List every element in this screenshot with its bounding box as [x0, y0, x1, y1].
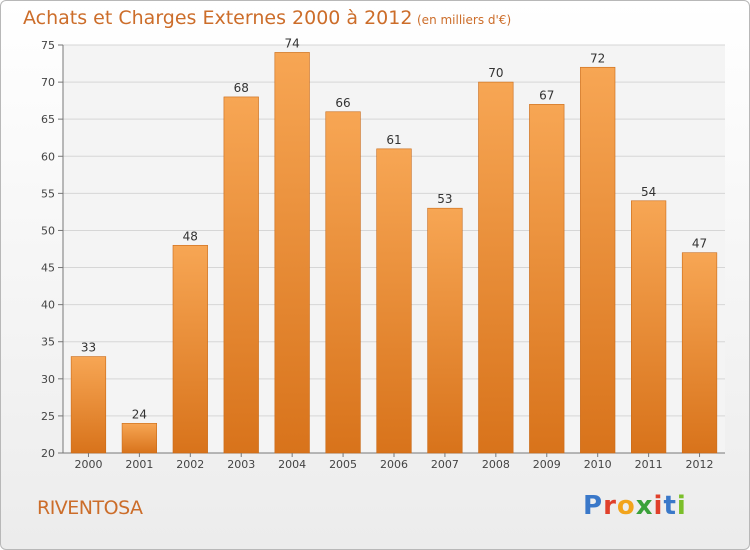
bar: [376, 148, 412, 454]
logo-letter: o: [616, 491, 636, 521]
bar-value-label: 54: [641, 185, 656, 199]
x-tick-label: 2005: [329, 458, 357, 471]
x-tick-label: 2003: [227, 458, 255, 471]
bar-value-label: 68: [234, 81, 249, 95]
bar: [70, 356, 107, 454]
bar: [172, 244, 208, 454]
bar: [223, 96, 259, 454]
y-tick-label: 75: [41, 39, 55, 52]
bar: [274, 52, 310, 454]
bar: [681, 252, 718, 454]
commune-name: RIVENTOSA: [37, 497, 143, 519]
y-tick-label: 30: [41, 373, 55, 386]
y-tick-label: 70: [41, 76, 55, 89]
x-tick-label: 2010: [584, 458, 612, 471]
logo-letter: i: [653, 491, 664, 521]
logo-letter: P: [583, 491, 604, 521]
x-tick-label: 2012: [686, 458, 714, 471]
bar: [325, 111, 361, 454]
bar: [631, 200, 667, 454]
y-tick-label: 20: [41, 447, 55, 460]
bar-value-label: 24: [132, 407, 147, 421]
bar-value-label: 67: [539, 88, 554, 102]
y-tick-label: 55: [41, 187, 55, 200]
bar-value-label: 53: [437, 192, 452, 206]
chart-subtitle: (en milliers d'€): [417, 13, 512, 27]
y-tick-label: 25: [41, 410, 55, 423]
x-tick-label: 2007: [431, 458, 459, 471]
bar-value-label: 48: [183, 229, 198, 243]
proxiti-logo: Proxiti: [583, 491, 687, 521]
x-tick-label: 2006: [380, 458, 408, 471]
chart-title: Achats et Charges Externes 2000 à 2012: [23, 7, 413, 29]
x-tick-label: 2000: [74, 458, 102, 471]
bar-value-label: 70: [488, 66, 503, 80]
y-tick-label: 45: [41, 262, 55, 275]
bar: [121, 423, 157, 454]
logo-letter: r: [603, 491, 617, 521]
bar-value-label: 66: [335, 96, 350, 110]
y-tick-label: 60: [41, 150, 55, 163]
x-tick-label: 2009: [533, 458, 561, 471]
y-tick-label: 40: [41, 299, 55, 312]
bar-value-label: 74: [285, 36, 300, 50]
x-tick-label: 2011: [635, 458, 663, 471]
bar: [529, 104, 565, 454]
x-tick-label: 2008: [482, 458, 510, 471]
logo-letter: x: [635, 491, 654, 521]
x-tick-label: 2004: [278, 458, 306, 471]
bar: [580, 66, 616, 454]
y-tick-label: 35: [41, 336, 55, 349]
logo-letter: t: [663, 491, 677, 521]
bar-value-label: 33: [81, 341, 96, 355]
bar-value-label: 47: [692, 237, 707, 251]
logo-letter: i: [676, 491, 687, 521]
y-tick-label: 65: [41, 113, 55, 126]
bar-value-label: 61: [386, 133, 401, 147]
y-tick-label: 50: [41, 224, 55, 237]
bar-value-label: 72: [590, 51, 605, 65]
bar: [478, 81, 514, 454]
x-tick-label: 2002: [176, 458, 204, 471]
bar: [427, 207, 463, 454]
x-tick-label: 2001: [125, 458, 153, 471]
